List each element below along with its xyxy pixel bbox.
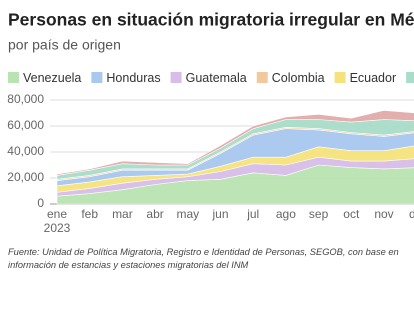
x-tick-label: feb: [81, 207, 98, 221]
legend-label: Honduras: [106, 71, 160, 85]
x-tick-label: ene: [47, 207, 67, 221]
legend-label: Ecuador: [350, 71, 397, 85]
legend-swatch: [170, 72, 182, 83]
legend-swatch: [91, 72, 103, 83]
legend-swatch: [8, 72, 19, 83]
x-tick-label: jun: [211, 207, 228, 221]
legend-swatch: [406, 72, 414, 83]
y-tick-label: 40,000: [7, 144, 44, 158]
legend-swatch: [334, 72, 346, 83]
x-tick-label: ago: [276, 207, 296, 221]
x-tick-label: dic: [409, 207, 414, 221]
legend-label: Venezuela: [23, 71, 81, 85]
y-tick-label: 0: [37, 196, 44, 210]
x-tick-label: oct: [343, 207, 360, 221]
x-tick-label: nov: [374, 207, 393, 221]
area: [56, 110, 414, 176]
y-tick-label: 20,000: [7, 170, 44, 184]
year-label: 2023: [44, 221, 71, 235]
x-tick-label: jul: [246, 207, 259, 221]
x-tick-label: mar: [112, 207, 133, 221]
x-tick-label: sep: [309, 207, 329, 221]
legend-label: Colombia: [272, 71, 325, 85]
source-note: Fuente: Unidad de Política Migratoria, R…: [8, 247, 399, 270]
legend-label: Guatemala: [186, 71, 247, 85]
chart-title: Personas en situación migratoria irregul…: [8, 10, 414, 30]
x-tick-label: may: [176, 207, 199, 221]
x-tick-label: abr: [146, 207, 163, 221]
chart-subtitle: por país de origen: [8, 37, 121, 53]
legend-swatch: [256, 72, 268, 83]
y-tick-label: 80,000: [7, 92, 44, 106]
y-tick-label: 60,000: [7, 118, 44, 132]
